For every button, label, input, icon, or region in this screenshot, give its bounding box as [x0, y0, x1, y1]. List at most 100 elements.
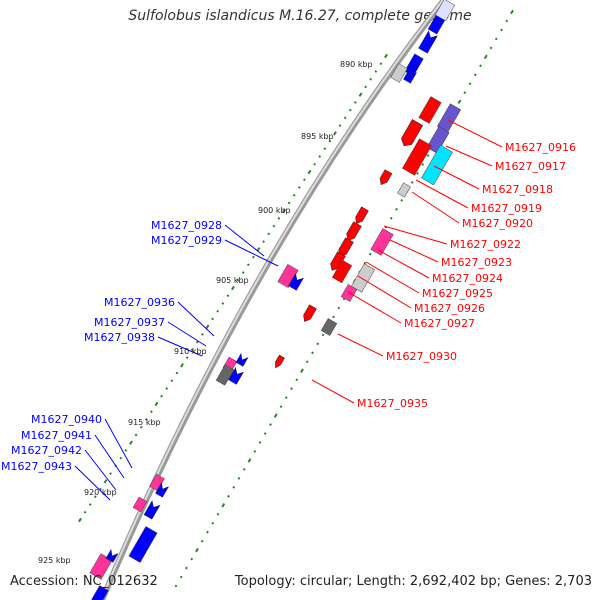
inner-tick-mark: [231, 285, 235, 291]
outer-tick-mark: [195, 547, 199, 553]
outer-tick-mark: [416, 172, 419, 175]
label-line-layer: [74, 119, 503, 501]
inner-tick-mark: [277, 217, 281, 220]
label-leader-line: [167, 321, 207, 347]
gene-label-forward: M1627_0916: [505, 141, 576, 154]
inner-tick-mark: [201, 333, 204, 336]
outer-tick-mark: [489, 46, 493, 50]
outer-tick-mark: [395, 207, 398, 211]
outer-tick-mark: [227, 494, 230, 498]
outer-tick-mark: [174, 584, 178, 588]
outer-tick-mark: [505, 19, 509, 23]
gene-label-reverse: M1627_0941: [21, 429, 92, 442]
outer-tick-mark: [242, 468, 246, 471]
reverse-gene: [105, 548, 119, 563]
topology-summary: Topology: circular; Length: 2,692,402 bp…: [234, 574, 592, 589]
label-leader-line: [94, 434, 125, 479]
outer-tick-mark: [332, 315, 335, 319]
label-leader-line: [415, 179, 469, 209]
inner-tick-mark: [272, 224, 276, 228]
outer-tick-mark: [368, 252, 372, 256]
outer-tick-mark: [494, 37, 498, 41]
reverse-gene: [155, 482, 170, 498]
reverse-gene: [434, 0, 456, 22]
outer-tick-mark: [510, 9, 514, 15]
outer-tick-mark: [483, 54, 488, 60]
forward-gene: [355, 206, 369, 224]
inner-tick-mark: [364, 85, 367, 89]
inner-tick-mark: [119, 456, 123, 460]
outer-tick-mark: [206, 530, 209, 534]
reverse-gene: [228, 366, 244, 385]
outer-tick-mark: [258, 441, 262, 444]
kbp-label: 915 kbp: [128, 418, 161, 427]
reverse-gene: [288, 272, 304, 291]
outer-tick-mark: [500, 28, 503, 32]
gene-label-reverse: M1627_0929: [151, 234, 222, 247]
forward-gene: [303, 304, 317, 322]
kbp-label: 900 kbp: [258, 206, 291, 215]
inner-tick-mark: [150, 410, 153, 414]
outer-tick-mark: [389, 216, 393, 220]
inner-tick-mark: [328, 139, 332, 143]
outer-tick-mark: [479, 64, 482, 68]
inner-tick-mark: [252, 255, 255, 259]
gene-label-forward: M1627_0922: [450, 238, 521, 251]
inner-tick-mark: [318, 155, 322, 158]
misc-feature: [397, 182, 411, 198]
reverse-gene: [143, 500, 161, 520]
label-leader-line: [377, 249, 430, 279]
label-leader-line: [433, 165, 480, 190]
inner-tick-mark: [211, 317, 214, 321]
inner-tick-mark: [216, 309, 220, 313]
pseudo-gene: [215, 364, 235, 386]
inner-tick-mark: [348, 108, 352, 112]
outer-tick-mark: [290, 387, 293, 391]
forward-gene: [401, 119, 424, 147]
gene-label-forward: M1627_0925: [422, 287, 493, 300]
inner-tick-mark: [354, 101, 357, 104]
inner-tick-mark: [292, 193, 296, 197]
gene-label-reverse: M1627_0940: [31, 413, 102, 426]
gene-label-reverse: M1627_0943: [1, 460, 72, 473]
outer-tick-mark: [221, 503, 226, 508]
inner-tick-mark: [287, 201, 291, 205]
label-leader-line: [337, 333, 384, 357]
kbp-label: 925 kbp: [38, 556, 71, 565]
cyan-feature: [421, 144, 453, 186]
inner-tick-mark: [205, 324, 210, 329]
inner-tick-mark: [175, 371, 179, 375]
gene-label-forward: M1627_0924: [432, 272, 503, 285]
label-leader-line: [347, 291, 402, 324]
gene-label-forward: M1627_0927: [404, 317, 475, 330]
forward-gene: [418, 96, 442, 124]
forward-gene: [346, 221, 362, 241]
outer-tick-mark: [457, 99, 462, 104]
outer-tick-mark: [232, 485, 236, 489]
reverse-gene: [418, 30, 438, 54]
inner-tick-mark: [160, 394, 163, 398]
inner-tick-mark: [180, 363, 184, 368]
inner-tick-mark: [262, 240, 265, 243]
label-leader-line: [357, 275, 412, 309]
inner-tick-mark: [297, 186, 301, 189]
kbp-label: 920 kbp: [84, 488, 117, 497]
gene-label-forward: M1627_0917: [495, 160, 566, 173]
inner-tick-mark: [333, 131, 337, 136]
inner-tick-mark: [246, 263, 250, 267]
outer-tick-mark: [463, 91, 467, 95]
purple-feature: [426, 126, 450, 154]
inner-tick-mark: [323, 147, 327, 151]
gene-label-forward: M1627_0926: [414, 302, 485, 315]
label-leader-line: [74, 465, 111, 501]
gene-label-forward: M1627_0919: [471, 202, 542, 215]
label-leader-line: [411, 191, 460, 224]
inner-tick-mark: [307, 169, 312, 175]
outer-tick-mark: [190, 557, 194, 561]
inner-tick-mark: [379, 62, 383, 66]
label-leader-line: [177, 301, 215, 337]
inner-tick-mark: [139, 425, 143, 429]
forward-gene: [331, 259, 353, 284]
outer-tick-mark: [321, 333, 325, 337]
map-title: Sulfolobus islandicus M.16.27, complete …: [128, 8, 472, 24]
